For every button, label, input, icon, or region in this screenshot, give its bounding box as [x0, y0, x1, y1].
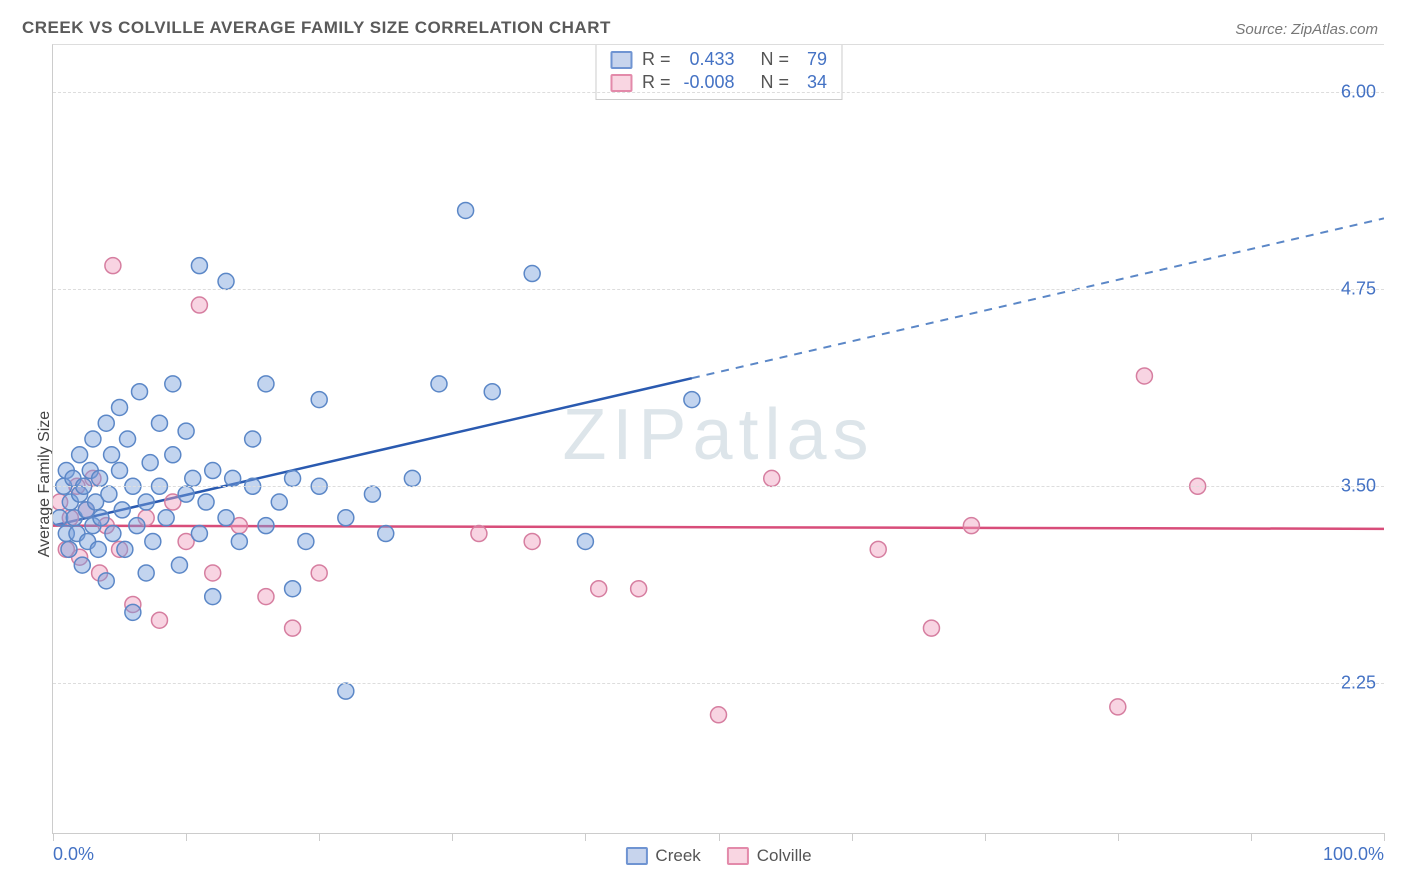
x-tick [452, 833, 453, 841]
scatter-svg [53, 45, 1384, 833]
n-value-creek: 79 [799, 49, 827, 70]
legend-label-colville: Colville [757, 846, 812, 866]
chart-header: CREEK VS COLVILLE AVERAGE FAMILY SIZE CO… [0, 0, 1406, 44]
r-label: R = [642, 49, 671, 70]
gridline [53, 92, 1384, 93]
legend-label-creek: Creek [655, 846, 700, 866]
swatch-blue-icon [610, 51, 632, 69]
legend-item-creek: Creek [625, 846, 700, 866]
r-label: R = [642, 72, 671, 93]
gridline [53, 289, 1384, 290]
source-link[interactable]: ZipAtlas.com [1291, 21, 1378, 38]
x-tick [985, 833, 986, 841]
y-tick-label: 2.25 [1341, 673, 1376, 694]
x-tick [186, 833, 187, 841]
source-attribution: Source: ZipAtlas.com [1235, 21, 1378, 38]
x-min-label: 0.0% [53, 844, 94, 865]
n-value-colville: 34 [799, 72, 827, 93]
source-prefix: Source: [1235, 21, 1291, 38]
x-tick [1118, 833, 1119, 841]
x-tick [1384, 833, 1385, 841]
x-tick [53, 833, 54, 841]
watermark-atlas: atlas [692, 395, 874, 475]
legend-row-creek: R = 0.433 N = 79 [610, 49, 827, 70]
x-tick [719, 833, 720, 841]
x-max-label: 100.0% [1323, 844, 1384, 865]
x-tick [1251, 833, 1252, 841]
r-value-creek: 0.433 [681, 49, 735, 70]
legend-row-colville: R = -0.008 N = 34 [610, 72, 827, 93]
x-tick [852, 833, 853, 841]
x-tick [319, 833, 320, 841]
watermark-zip: ZIP [562, 395, 692, 475]
chart-title: CREEK VS COLVILLE AVERAGE FAMILY SIZE CO… [22, 18, 611, 38]
y-tick-label: 4.75 [1341, 279, 1376, 300]
plot-area: ZIPatlas R = 0.433 N = 79 R = -0.008 N =… [52, 44, 1384, 834]
n-label: N = [761, 49, 790, 70]
chart-container: Average Family Size ZIPatlas R = 0.433 N… [22, 44, 1384, 834]
watermark: ZIPatlas [562, 394, 874, 476]
legend-item-colville: Colville [727, 846, 812, 866]
swatch-blue-icon [625, 847, 647, 865]
series-legend: Creek Colville [625, 846, 811, 866]
n-label: N = [761, 72, 790, 93]
y-tick-label: 3.50 [1341, 476, 1376, 497]
gridline [53, 486, 1384, 487]
x-tick [585, 833, 586, 841]
swatch-pink-icon [610, 74, 632, 92]
swatch-pink-icon [727, 847, 749, 865]
gridline [53, 683, 1384, 684]
y-tick-label: 6.00 [1341, 82, 1376, 103]
r-value-colville: -0.008 [681, 72, 735, 93]
